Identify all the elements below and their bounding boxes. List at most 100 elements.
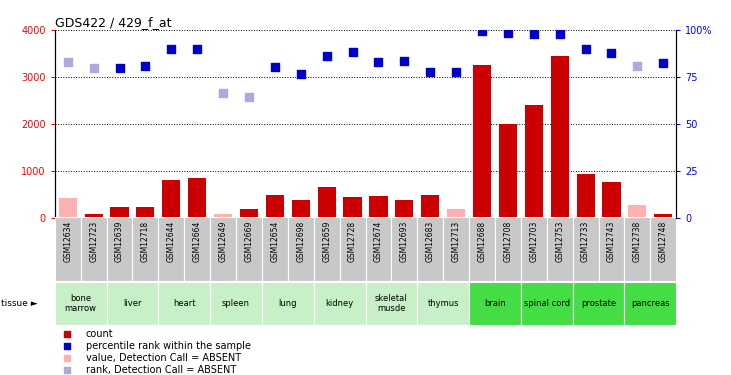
Bar xyxy=(599,217,624,281)
Text: GSM12693: GSM12693 xyxy=(400,220,409,262)
Point xyxy=(502,30,514,36)
Bar xyxy=(184,217,211,281)
Point xyxy=(450,69,462,75)
Bar xyxy=(525,105,543,218)
Bar xyxy=(443,217,469,281)
Point xyxy=(88,65,99,71)
Bar xyxy=(132,217,159,281)
Bar xyxy=(577,174,594,217)
Point xyxy=(192,46,203,52)
Bar xyxy=(469,217,495,281)
Point xyxy=(61,367,73,373)
Point xyxy=(295,70,306,76)
Text: tissue ►: tissue ► xyxy=(1,299,38,308)
Text: GSM12743: GSM12743 xyxy=(607,220,616,262)
Bar xyxy=(107,282,159,326)
Bar xyxy=(421,195,439,217)
Bar xyxy=(288,217,314,281)
Bar xyxy=(55,217,80,281)
Text: GSM12659: GSM12659 xyxy=(322,220,331,262)
Bar xyxy=(262,282,314,326)
Text: GSM12669: GSM12669 xyxy=(244,220,254,262)
Bar xyxy=(499,124,517,218)
Bar xyxy=(521,282,572,326)
Bar xyxy=(211,282,262,326)
Bar xyxy=(447,209,465,218)
Text: GSM12723: GSM12723 xyxy=(89,220,98,262)
Text: GSM12683: GSM12683 xyxy=(425,220,435,262)
Text: GSM12644: GSM12644 xyxy=(167,220,176,262)
Text: GSM12713: GSM12713 xyxy=(452,220,461,262)
Bar xyxy=(521,217,547,281)
Text: GSM12748: GSM12748 xyxy=(659,220,667,262)
Bar xyxy=(240,209,258,218)
Bar xyxy=(266,195,284,217)
Bar xyxy=(417,217,443,281)
Bar xyxy=(572,217,599,281)
Text: pancreas: pancreas xyxy=(631,299,670,308)
Text: lung: lung xyxy=(279,299,297,308)
Text: liver: liver xyxy=(124,299,142,308)
Text: GSM12698: GSM12698 xyxy=(296,220,306,262)
Bar xyxy=(317,187,336,218)
Text: brain: brain xyxy=(484,299,506,308)
Bar xyxy=(417,282,469,326)
Text: thymus: thymus xyxy=(428,299,459,308)
Bar xyxy=(107,217,132,281)
Bar xyxy=(651,217,676,281)
Text: GSM12703: GSM12703 xyxy=(529,220,538,262)
Point xyxy=(114,65,126,71)
Point xyxy=(580,46,591,52)
Bar xyxy=(314,217,340,281)
Bar xyxy=(344,197,362,217)
Point xyxy=(62,59,74,65)
Bar xyxy=(137,207,154,218)
Text: GSM12733: GSM12733 xyxy=(581,220,590,262)
Bar xyxy=(58,198,77,217)
Bar xyxy=(314,282,366,326)
Bar xyxy=(188,178,206,218)
Text: GSM12753: GSM12753 xyxy=(555,220,564,262)
Bar xyxy=(391,217,417,281)
Bar xyxy=(602,182,621,218)
Point xyxy=(61,331,73,337)
Point xyxy=(217,90,229,96)
Text: spinal cord: spinal cord xyxy=(523,299,569,308)
Bar xyxy=(85,214,103,217)
Text: GSM12649: GSM12649 xyxy=(219,220,227,262)
Bar xyxy=(473,65,491,218)
Bar xyxy=(550,56,569,217)
Point xyxy=(476,28,488,34)
Text: GSM12634: GSM12634 xyxy=(64,220,72,262)
Bar xyxy=(55,282,107,326)
Point xyxy=(61,355,73,361)
Point xyxy=(346,49,358,55)
Text: prostate: prostate xyxy=(581,299,616,308)
Bar xyxy=(110,207,129,218)
Bar xyxy=(628,205,646,218)
Point xyxy=(243,94,255,100)
Point xyxy=(61,343,73,349)
Point xyxy=(605,50,617,55)
Text: heart: heart xyxy=(173,299,195,308)
Text: GSM12664: GSM12664 xyxy=(193,220,202,262)
Bar xyxy=(369,196,387,217)
Bar xyxy=(211,217,236,281)
Text: GSM12728: GSM12728 xyxy=(348,220,357,262)
Text: percentile rank within the sample: percentile rank within the sample xyxy=(86,341,251,351)
Bar xyxy=(236,217,262,281)
Text: GSM12718: GSM12718 xyxy=(141,220,150,262)
Bar xyxy=(469,282,520,326)
Point xyxy=(140,63,151,69)
Text: kidney: kidney xyxy=(325,299,354,308)
Bar xyxy=(159,282,211,326)
Point xyxy=(554,31,566,37)
Text: GSM12738: GSM12738 xyxy=(633,220,642,262)
Text: GSM12688: GSM12688 xyxy=(477,220,487,262)
Bar xyxy=(495,217,520,281)
Text: rank, Detection Call = ABSENT: rank, Detection Call = ABSENT xyxy=(86,365,236,375)
Bar xyxy=(162,180,181,218)
Point xyxy=(321,53,333,59)
Text: count: count xyxy=(86,328,113,339)
Bar xyxy=(262,217,288,281)
